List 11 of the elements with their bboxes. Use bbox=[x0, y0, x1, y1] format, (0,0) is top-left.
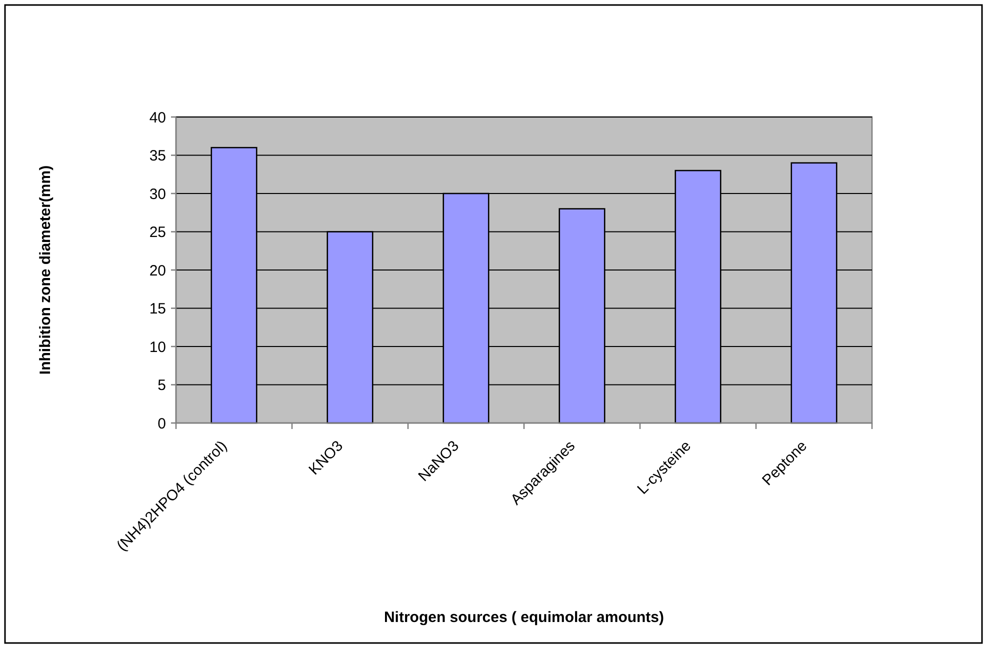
y-tick-label: 35 bbox=[149, 148, 166, 164]
y-tick-label: 25 bbox=[149, 224, 166, 241]
y-tick-label: 5 bbox=[158, 377, 166, 394]
x-axis-title: Nitrogen sources ( equimolar amounts) bbox=[384, 609, 664, 626]
y-tick-label: 20 bbox=[149, 262, 166, 280]
y-axis-title: Inhibition zone diameter(mm) bbox=[37, 165, 54, 375]
y-tick-label: 15 bbox=[149, 300, 166, 318]
y-tick-label: 30 bbox=[149, 186, 166, 203]
y-tick-label: 40 bbox=[149, 109, 166, 126]
y-tick-label: 0 bbox=[158, 415, 166, 432]
y-tick-label: 10 bbox=[149, 338, 166, 356]
